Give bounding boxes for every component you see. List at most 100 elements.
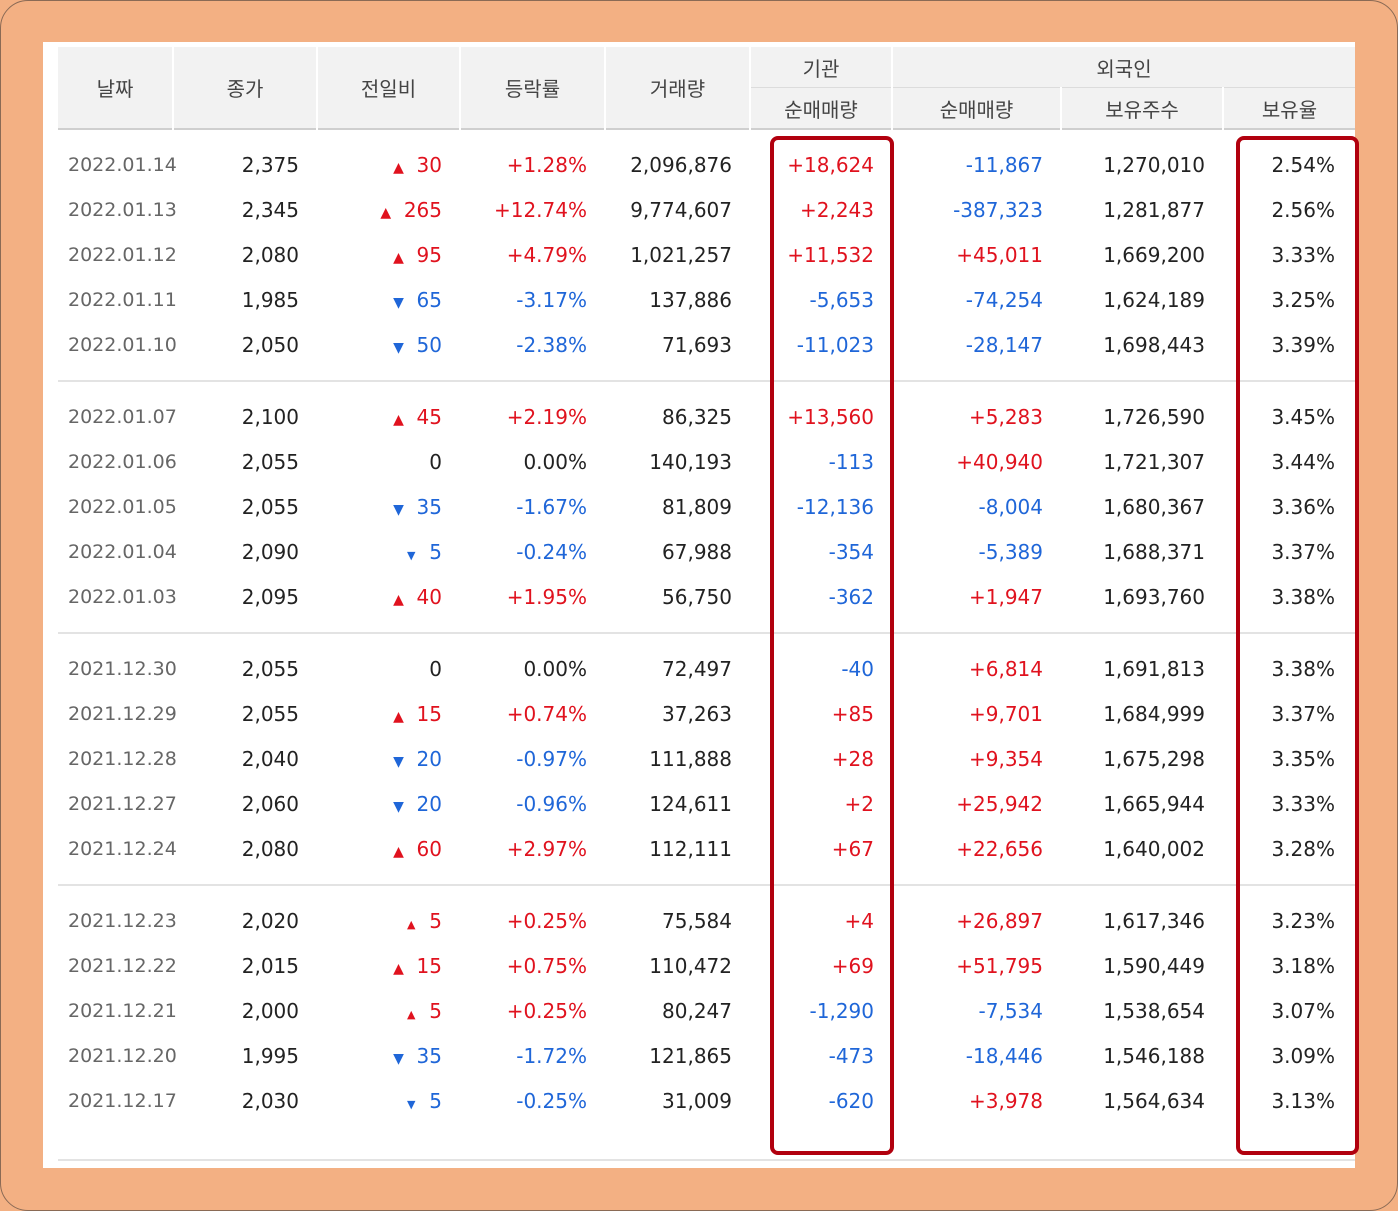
diff-cell: ▲ 30: [317, 142, 460, 187]
col-header-rate: 등락률: [460, 47, 606, 129]
close-cell: 2,090: [241, 539, 299, 564]
foreign-hold-cell: 1,721,307: [1103, 449, 1205, 474]
foreign-ratio-cell: 3.18%: [1271, 953, 1335, 978]
volume-cell: 56,750: [662, 584, 732, 609]
foreign-hold-cell: 1,624,189: [1103, 287, 1205, 312]
table-header: 날짜 종가 전일비 등락률 거래량 기관 외국인 순매매량 순매매량 보유주수 …: [58, 47, 1355, 129]
volume-cell: 137,886: [649, 287, 732, 312]
foreign-net-cell: +51,795: [956, 953, 1043, 978]
stock-table-panel: 날짜 종가 전일비 등락률 거래량 기관 외국인 순매매량 순매매량 보유주수 …: [43, 42, 1355, 1168]
date-cell: 2022.01.12: [68, 243, 177, 266]
foreign-hold-cell: 1,726,590: [1103, 404, 1205, 429]
diff-cell: ▼ 5: [317, 529, 460, 574]
close-cell: 2,060: [241, 791, 299, 816]
date-cell: 2022.01.06: [68, 450, 177, 473]
close-cell: 2,055: [241, 656, 299, 681]
volume-cell: 80,247: [662, 998, 732, 1023]
close-cell: 2,095: [241, 584, 299, 609]
volume-cell: 81,809: [662, 494, 732, 519]
rate-cell: -3.17%: [516, 287, 587, 312]
diff-cell: ▼ 35: [317, 484, 460, 529]
diff-value: 5: [429, 998, 442, 1023]
diff-value: 15: [416, 953, 442, 978]
institution-net-cell: +13,560: [787, 404, 874, 429]
close-cell: 2,015: [241, 953, 299, 978]
volume-cell: 124,611: [649, 791, 732, 816]
rate-cell: +2.97%: [506, 836, 587, 861]
diff-cell: ▲ 15: [317, 943, 460, 988]
diff-cell: ▲ 5: [317, 988, 460, 1033]
foreign-ratio-cell: 3.33%: [1271, 242, 1335, 267]
foreign-net-cell: -18,446: [965, 1043, 1043, 1068]
col-header-diff: 전일비: [317, 47, 461, 129]
volume-cell: 2,096,876: [630, 152, 732, 177]
foreign-net-cell: +9,354: [968, 746, 1043, 771]
diff-value: 40: [416, 584, 442, 609]
group-divider: [58, 379, 1355, 382]
triangle-up-icon: ▲: [393, 708, 404, 725]
close-cell: 2,345: [241, 197, 299, 222]
foreign-net-cell: +6,814: [968, 656, 1043, 681]
foreign-net-cell: +22,656: [956, 836, 1043, 861]
rate-cell: +1.95%: [506, 584, 587, 609]
foreign-ratio-cell: 3.23%: [1271, 908, 1335, 933]
col-header-foreign-hold: 보유주수: [1061, 87, 1224, 129]
group-spacer: [58, 367, 1355, 379]
institution-net-cell: +69: [831, 953, 874, 978]
triangle-down-icon: ▼: [393, 501, 404, 518]
table-body: 2022.01.14 2,375 ▲ 30 +1.28% 2,096,876 +18,624…: [58, 129, 1355, 1135]
table-bottom-border: [58, 1159, 1355, 1161]
rate-cell: +0.25%: [506, 908, 587, 933]
rate-cell: -0.25%: [516, 1088, 587, 1113]
diff-cell: ▲ 40: [317, 574, 460, 619]
volume-cell: 86,325: [662, 404, 732, 429]
diff-value: 15: [416, 701, 442, 726]
institution-net-cell: +67: [831, 836, 874, 861]
triangle-up-icon: ▲: [393, 960, 404, 977]
diff-value: 265: [403, 197, 442, 222]
col-group-foreign: 외국인: [892, 47, 1355, 88]
rate-cell: -2.38%: [516, 332, 587, 357]
foreign-net-cell: +3,978: [968, 1088, 1043, 1113]
group-spacer: [58, 129, 1355, 142]
diff-cell: ▲ 60: [317, 826, 460, 871]
volume-cell: 72,497: [662, 656, 732, 681]
diff-value: 5: [429, 908, 442, 933]
volume-cell: 31,009: [662, 1088, 732, 1113]
diff-value: 60: [416, 836, 442, 861]
foreign-net-cell: +9,701: [968, 701, 1043, 726]
diff-value: 30: [416, 152, 442, 177]
close-cell: 2,055: [241, 449, 299, 474]
triangle-up-icon: ▲: [393, 843, 404, 860]
institution-net-cell: +18,624: [787, 152, 874, 177]
table-row: 2022.01.07 2,100 ▲ 45 +2.19% 86,325 +13,560 +5,…: [58, 394, 1355, 439]
close-cell: 2,020: [241, 908, 299, 933]
close-cell: 2,030: [241, 1088, 299, 1113]
institution-net-cell: +11,532: [787, 242, 874, 267]
diff-cell: ▼ 65: [317, 277, 460, 322]
diff-value: 5: [429, 539, 442, 564]
table-row: 2021.12.23 2,020 ▲ 5 +0.25% 75,584 +4 +26,897 1,…: [58, 898, 1355, 943]
daily-trading-table: 날짜 종가 전일비 등락률 거래량 기관 외국인 순매매량 순매매량 보유주수 …: [58, 47, 1355, 1135]
close-cell: 2,055: [241, 701, 299, 726]
institution-net-cell: +85: [831, 701, 874, 726]
table-row: 2022.01.13 2,345 ▲ 265 +12.74% 9,774,607 +2,24…: [58, 187, 1355, 232]
rate-cell: -0.97%: [516, 746, 587, 771]
table-row: 2021.12.17 2,030 ▼ 5 -0.25% 31,009 -620 +3,978 1…: [58, 1078, 1355, 1123]
volume-cell: 140,193: [649, 449, 732, 474]
triangle-up-icon: ▲: [407, 917, 416, 931]
diff-value: 0: [429, 449, 442, 474]
foreign-ratio-cell: 3.13%: [1271, 1088, 1335, 1113]
foreign-net-cell: +25,942: [956, 791, 1043, 816]
foreign-net-cell: -11,867: [965, 152, 1043, 177]
institution-net-cell: -473: [828, 1043, 874, 1068]
foreign-ratio-cell: 3.44%: [1271, 449, 1335, 474]
triangle-down-icon: ▼: [393, 1050, 404, 1067]
date-cell: 2021.12.24: [68, 837, 177, 860]
triangle-up-icon: ▲: [393, 159, 404, 176]
diff-value: 95: [416, 242, 442, 267]
foreign-net-cell: +40,940: [956, 449, 1043, 474]
close-cell: 2,080: [241, 836, 299, 861]
group-divider: [58, 883, 1355, 886]
col-group-institution: 기관: [750, 47, 893, 88]
